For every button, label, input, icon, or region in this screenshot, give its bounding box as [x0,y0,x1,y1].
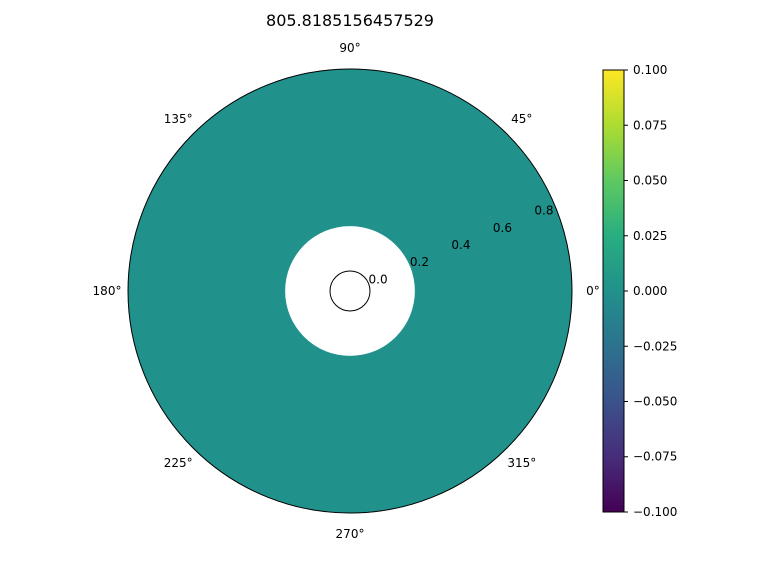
data-ring [128,69,572,513]
r-tick-label: 0.8 [534,204,553,218]
colorbar-tick-label: −0.025 [633,339,677,353]
colorbar-tick-label: 0.075 [633,118,667,132]
theta-tick-label: 180° [93,284,122,298]
colorbar-tick-label: −0.050 [633,395,677,409]
polar-axes: 0°45°90°135°180°225°270°315° 0.00.20.40.… [93,41,600,541]
theta-tick-label: 45° [511,112,532,126]
theta-tick-label: 270° [336,527,365,541]
theta-tick-label: 90° [339,41,360,55]
theta-tick-label: 0° [586,284,600,298]
colorbar-tick-label: −0.075 [633,450,677,464]
colorbar: 0.100 0.075 0.050 0.025 0.000 −0.025 −0.050 −0.… [602,63,677,519]
theta-tick-label: 225° [164,456,193,470]
theta-tick-label: 135° [164,112,193,126]
chart-title: 805.8185156457529 [266,11,434,30]
r-tick-labels: 0.0 0.2 0.4 0.6 0.8 [369,204,554,287]
r-tick-label: 0.0 [369,272,388,286]
outer-spine [127,68,573,514]
theta-tick-label: 315° [507,456,536,470]
colorbar-tick-label: 0.000 [633,284,667,298]
colorbar-tick-label: 0.025 [633,229,667,243]
colorbar-tick-label: 0.100 [633,63,667,77]
r-tick-label: 0.4 [451,238,470,252]
colorbar-ticks: 0.100 0.075 0.050 0.025 0.000 −0.025 −0.050 −0.… [624,63,677,519]
inner-spine [329,270,371,312]
colorbar-gradient [602,69,625,513]
theta-tick-labels: 0° 45° 90° 135° 180° 225° 270° 315° [93,41,600,541]
colorbar-tick-label: −0.100 [633,505,677,519]
colorbar-tick-label: 0.050 [633,174,667,188]
r-tick-label: 0.2 [410,255,429,269]
r-tick-label: 0.6 [493,221,512,235]
